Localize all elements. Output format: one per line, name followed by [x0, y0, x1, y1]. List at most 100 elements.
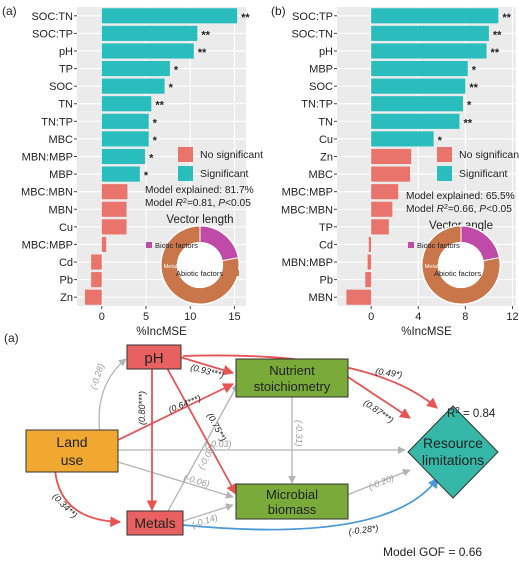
category-label: Zn	[60, 292, 73, 304]
node-nutrient-stoichiometry	[235, 358, 349, 398]
bar	[101, 25, 198, 41]
node-label: use	[61, 452, 84, 468]
significance-label: **	[493, 29, 502, 41]
bar	[101, 8, 238, 24]
category-label: Pb	[60, 275, 73, 287]
annotation-part: 2	[183, 198, 187, 205]
significance-label: *	[169, 82, 174, 94]
donut-inner-label: Metals	[425, 264, 441, 270]
significance-label: **	[201, 29, 210, 41]
annotation-part: =0.66,	[448, 204, 479, 215]
node-label: Nutrient	[269, 363, 315, 378]
node-label: Resource	[423, 435, 483, 451]
node-label: stoichiometry	[254, 379, 331, 394]
node-label: limitations	[422, 452, 484, 468]
donut-legend-swatch	[146, 242, 152, 248]
bar	[101, 219, 127, 235]
path-land-metals	[54, 469, 122, 528]
path-coefficient-label: (0.49*)	[375, 366, 403, 380]
donut-slice	[160, 225, 240, 305]
bar	[371, 43, 487, 59]
node-microbial-biomass	[235, 483, 349, 520]
bar	[84, 289, 102, 305]
significance-label: *	[472, 65, 477, 77]
bar	[101, 78, 165, 94]
bar	[371, 201, 393, 217]
bar	[91, 254, 102, 270]
category-label: MBC:MBP	[22, 239, 73, 251]
legend-swatch	[178, 166, 193, 181]
legend-label: No significant	[459, 149, 519, 161]
x-tick-label: 4	[415, 311, 421, 323]
category-label: SOC:TP	[32, 28, 73, 40]
donut-legend-label: Abiotic factors	[176, 269, 223, 278]
bar-panel-b: (b) SOC:TP ** SOC:TN ** pH ** MBP * SOC ** TN:TP * TN…	[271, 4, 519, 338]
significance-label: *	[438, 135, 443, 147]
category-label: TP	[319, 222, 333, 234]
category-label: Cd	[59, 257, 73, 269]
x-axis-title: %IncMSE	[136, 326, 187, 338]
path-coefficient-label: (0.87***)	[362, 397, 396, 425]
category-label: MBN	[309, 292, 334, 304]
donut-legend-label: Biotic factors	[155, 241, 198, 250]
category-label: TN:TP	[41, 116, 73, 128]
node-resource-limitations	[407, 405, 499, 499]
bar	[367, 254, 372, 270]
annotation-part: <0.05	[225, 198, 251, 209]
path-metals-resource	[182, 477, 439, 531]
category-label: SOC:TN	[291, 28, 333, 40]
donut-title: Vector length	[166, 214, 233, 226]
x-tick-label: 8	[462, 311, 468, 323]
bar	[101, 236, 107, 253]
significance-label: *	[467, 100, 472, 112]
path-coefficient-label: (-0.06)	[182, 472, 210, 489]
path-ph-nutrient	[179, 356, 235, 376]
path-coefficient-label: (-0.28)	[88, 362, 106, 390]
annotation-part: <0.05	[486, 204, 512, 215]
significance-label: *	[174, 65, 179, 77]
annotation-part: R	[437, 204, 445, 215]
path-metals-nutrient	[167, 383, 239, 512]
path-land-nutrient	[117, 383, 234, 441]
donut-slice	[421, 225, 501, 305]
bar	[371, 184, 399, 200]
path-ph-microbial	[166, 367, 237, 495]
significance-label: *	[153, 117, 158, 129]
node-land-use	[25, 429, 119, 473]
bar	[346, 289, 372, 305]
category-label: Pb	[320, 275, 333, 287]
donut-inner-label: Metals	[164, 264, 180, 270]
significance-label: **	[502, 12, 511, 24]
bar	[371, 131, 434, 147]
bar	[91, 272, 102, 288]
significance-label: **	[463, 117, 472, 129]
category-label: MBN:MBP	[22, 152, 73, 164]
x-tick-label: 12	[506, 311, 518, 323]
node-label: biomass	[268, 502, 317, 517]
bar	[101, 96, 152, 112]
node-label: Land	[56, 434, 87, 450]
category-label: pH	[59, 46, 73, 58]
category-label: MBC:MBN	[281, 204, 333, 216]
category-label: TN	[58, 99, 73, 111]
category-label: MBP	[309, 64, 333, 76]
path-coefficient-label: (-0.03)	[205, 439, 232, 449]
legend: No significant Significant	[178, 147, 263, 181]
bar	[371, 219, 389, 235]
legend-label: Significant	[200, 168, 249, 180]
x-axis-title: %IncMSE	[401, 326, 452, 338]
category-label: MBN	[49, 204, 74, 216]
category-label: MBC	[49, 134, 74, 146]
category-label: pH	[319, 46, 333, 58]
r2-part: R	[447, 408, 455, 420]
bar	[371, 60, 468, 77]
bar	[371, 148, 412, 165]
bar	[101, 166, 140, 182]
category-label: MBN:MBP	[282, 257, 333, 269]
path-coefficient-label: (0.64***)	[167, 393, 202, 415]
bar	[101, 60, 170, 77]
path-land-ph	[98, 358, 127, 436]
bar	[368, 236, 372, 253]
